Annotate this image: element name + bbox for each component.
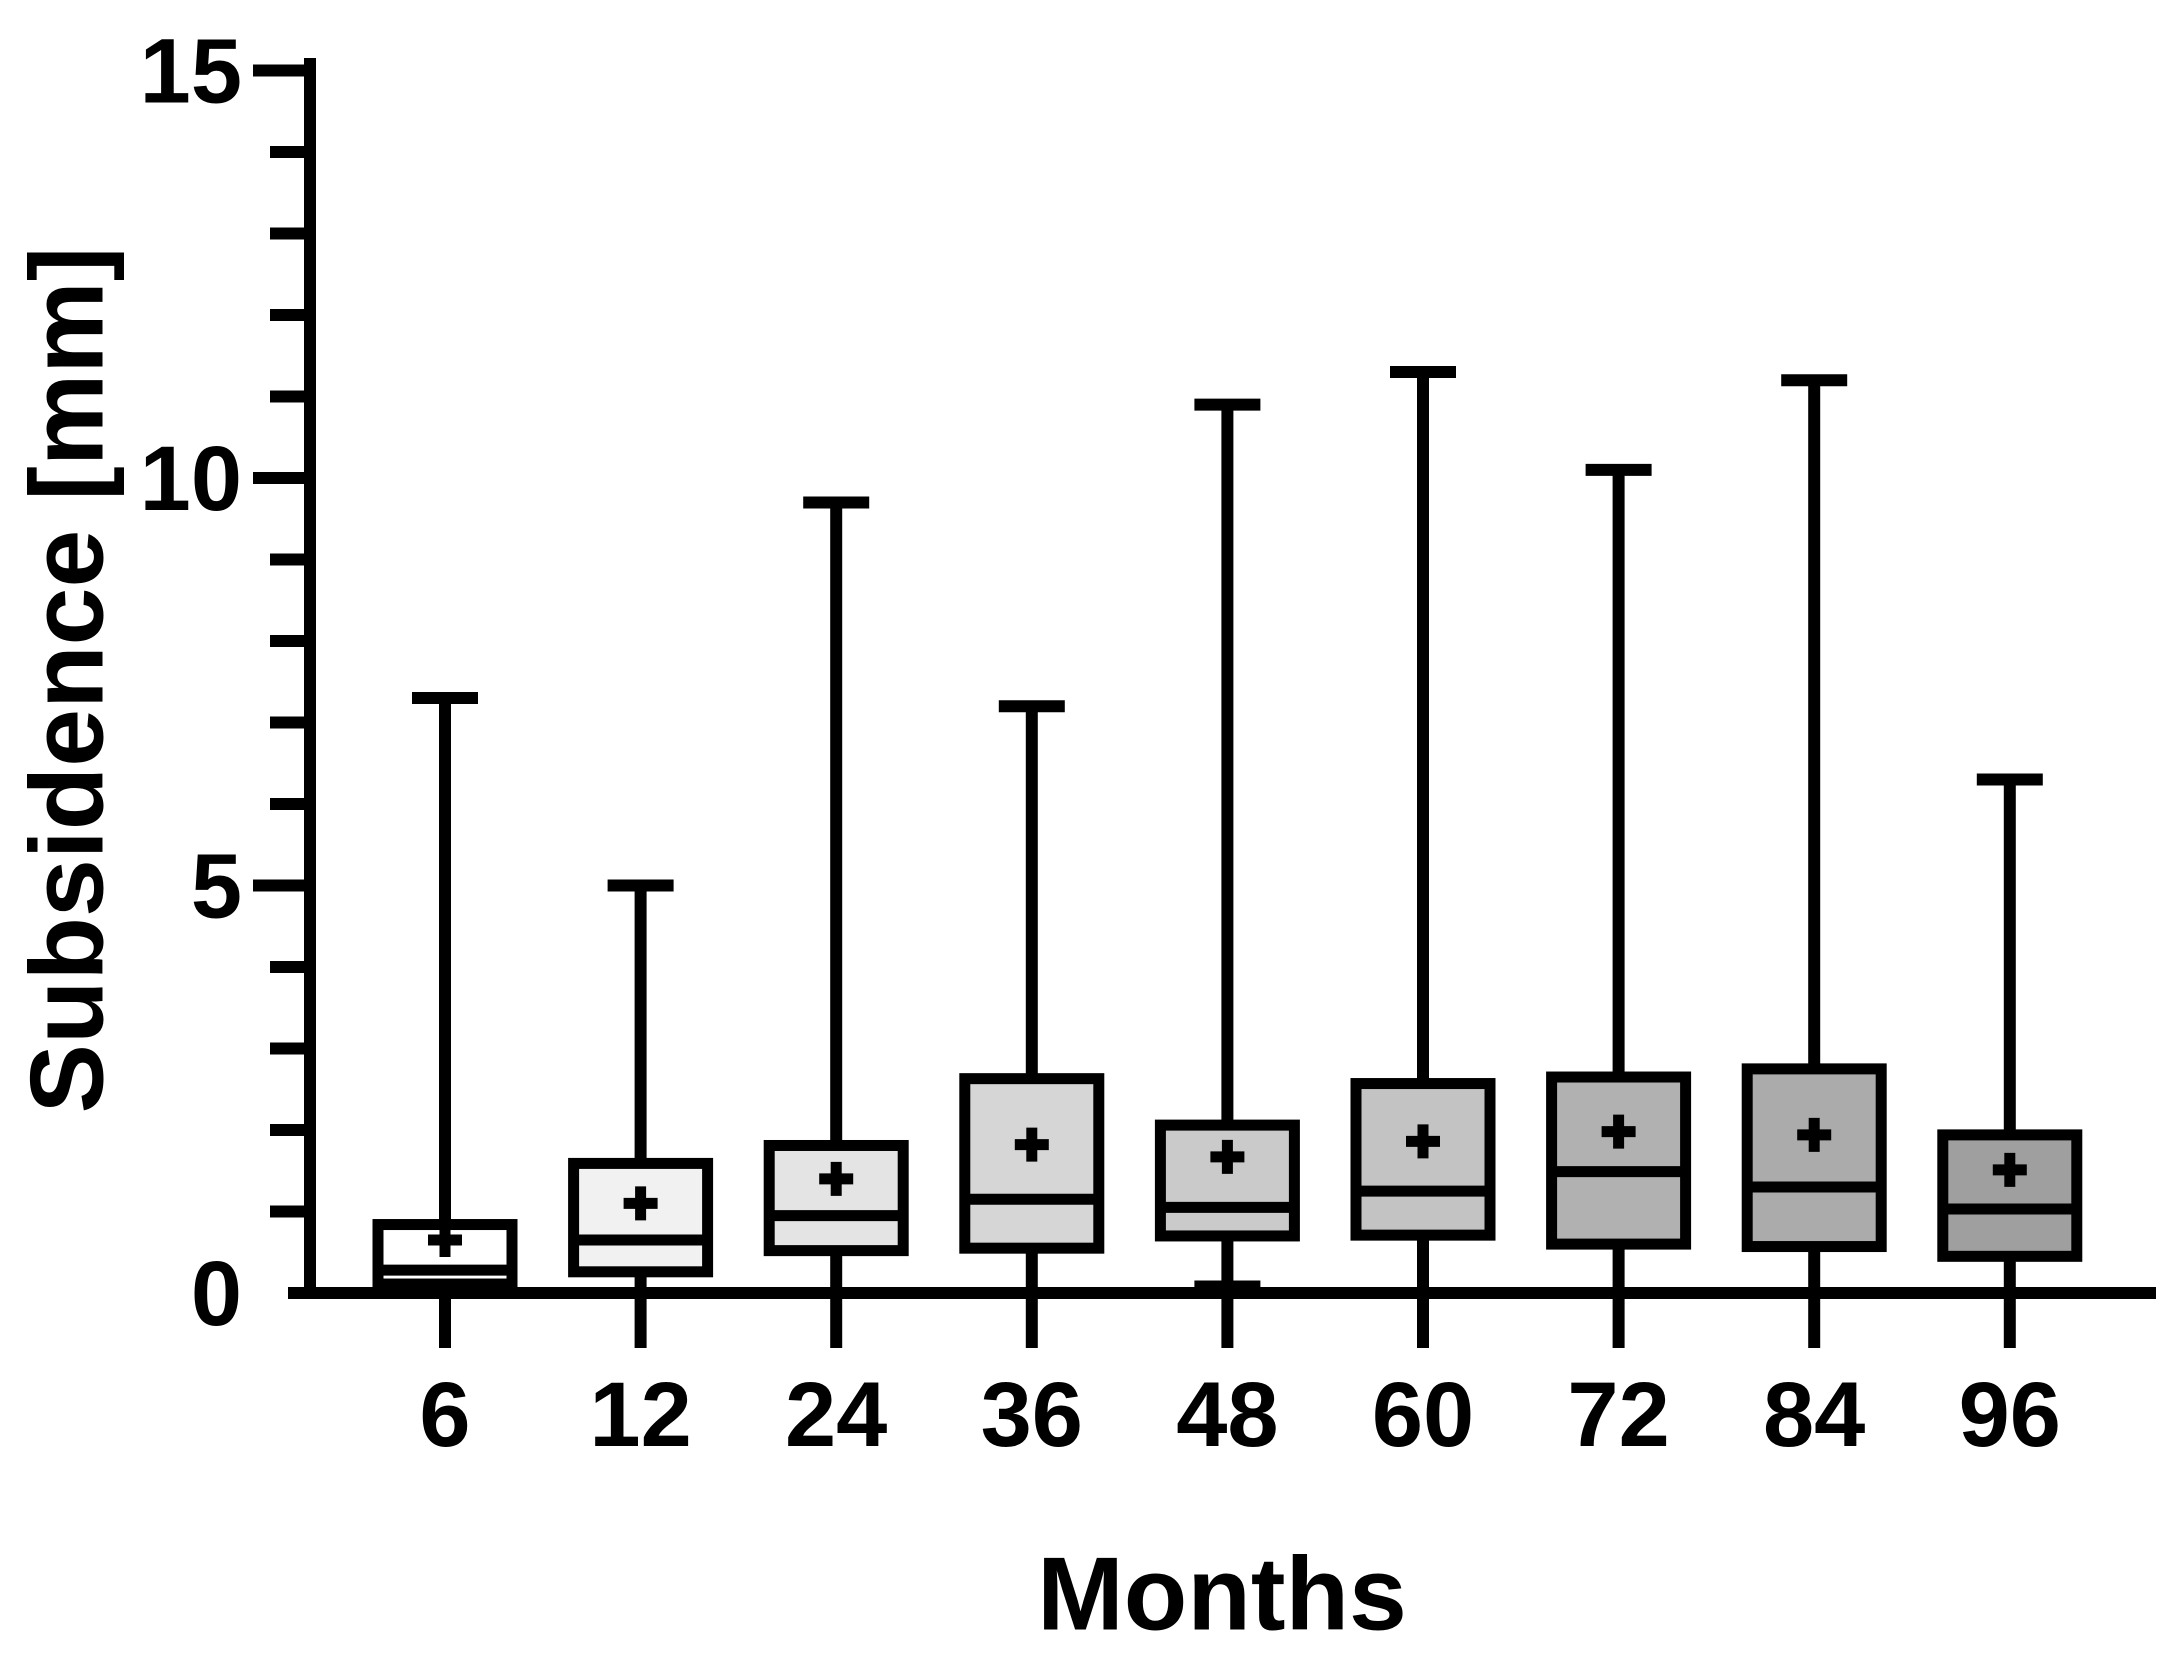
x-tick-label-6: 6 — [419, 1364, 470, 1466]
x-tick-label-48: 48 — [1176, 1364, 1278, 1466]
y-tick-label: 15 — [140, 21, 242, 123]
y-axis-title: Subsidence [mm] — [9, 247, 125, 1114]
box-month-84 — [1741, 1063, 1887, 1253]
box-month-24 — [763, 1139, 909, 1257]
x-tick-label-24: 24 — [785, 1364, 887, 1466]
box-month-12 — [568, 1157, 714, 1278]
box-month-36 — [959, 1073, 1105, 1254]
x-axis-title: Months — [1037, 1536, 1407, 1652]
box-month-60 — [1350, 1078, 1496, 1241]
y-tick-label: 10 — [140, 428, 242, 530]
box-month-72 — [1546, 1071, 1692, 1250]
y-tick-label: 5 — [191, 836, 242, 938]
x-tick-label-60: 60 — [1372, 1364, 1474, 1466]
x-tick-label-96: 96 — [1959, 1364, 2061, 1466]
plot-area: 0 5 10 15 6 12 24 36 48 60 72 84 96 — [140, 21, 2156, 1466]
x-tick-label-72: 72 — [1567, 1364, 1669, 1466]
y-tick-label: 0 — [191, 1243, 242, 1345]
x-tick-label-84: 84 — [1763, 1364, 1865, 1466]
x-tick-label-36: 36 — [981, 1364, 1083, 1466]
x-tick-label-12: 12 — [589, 1364, 691, 1466]
